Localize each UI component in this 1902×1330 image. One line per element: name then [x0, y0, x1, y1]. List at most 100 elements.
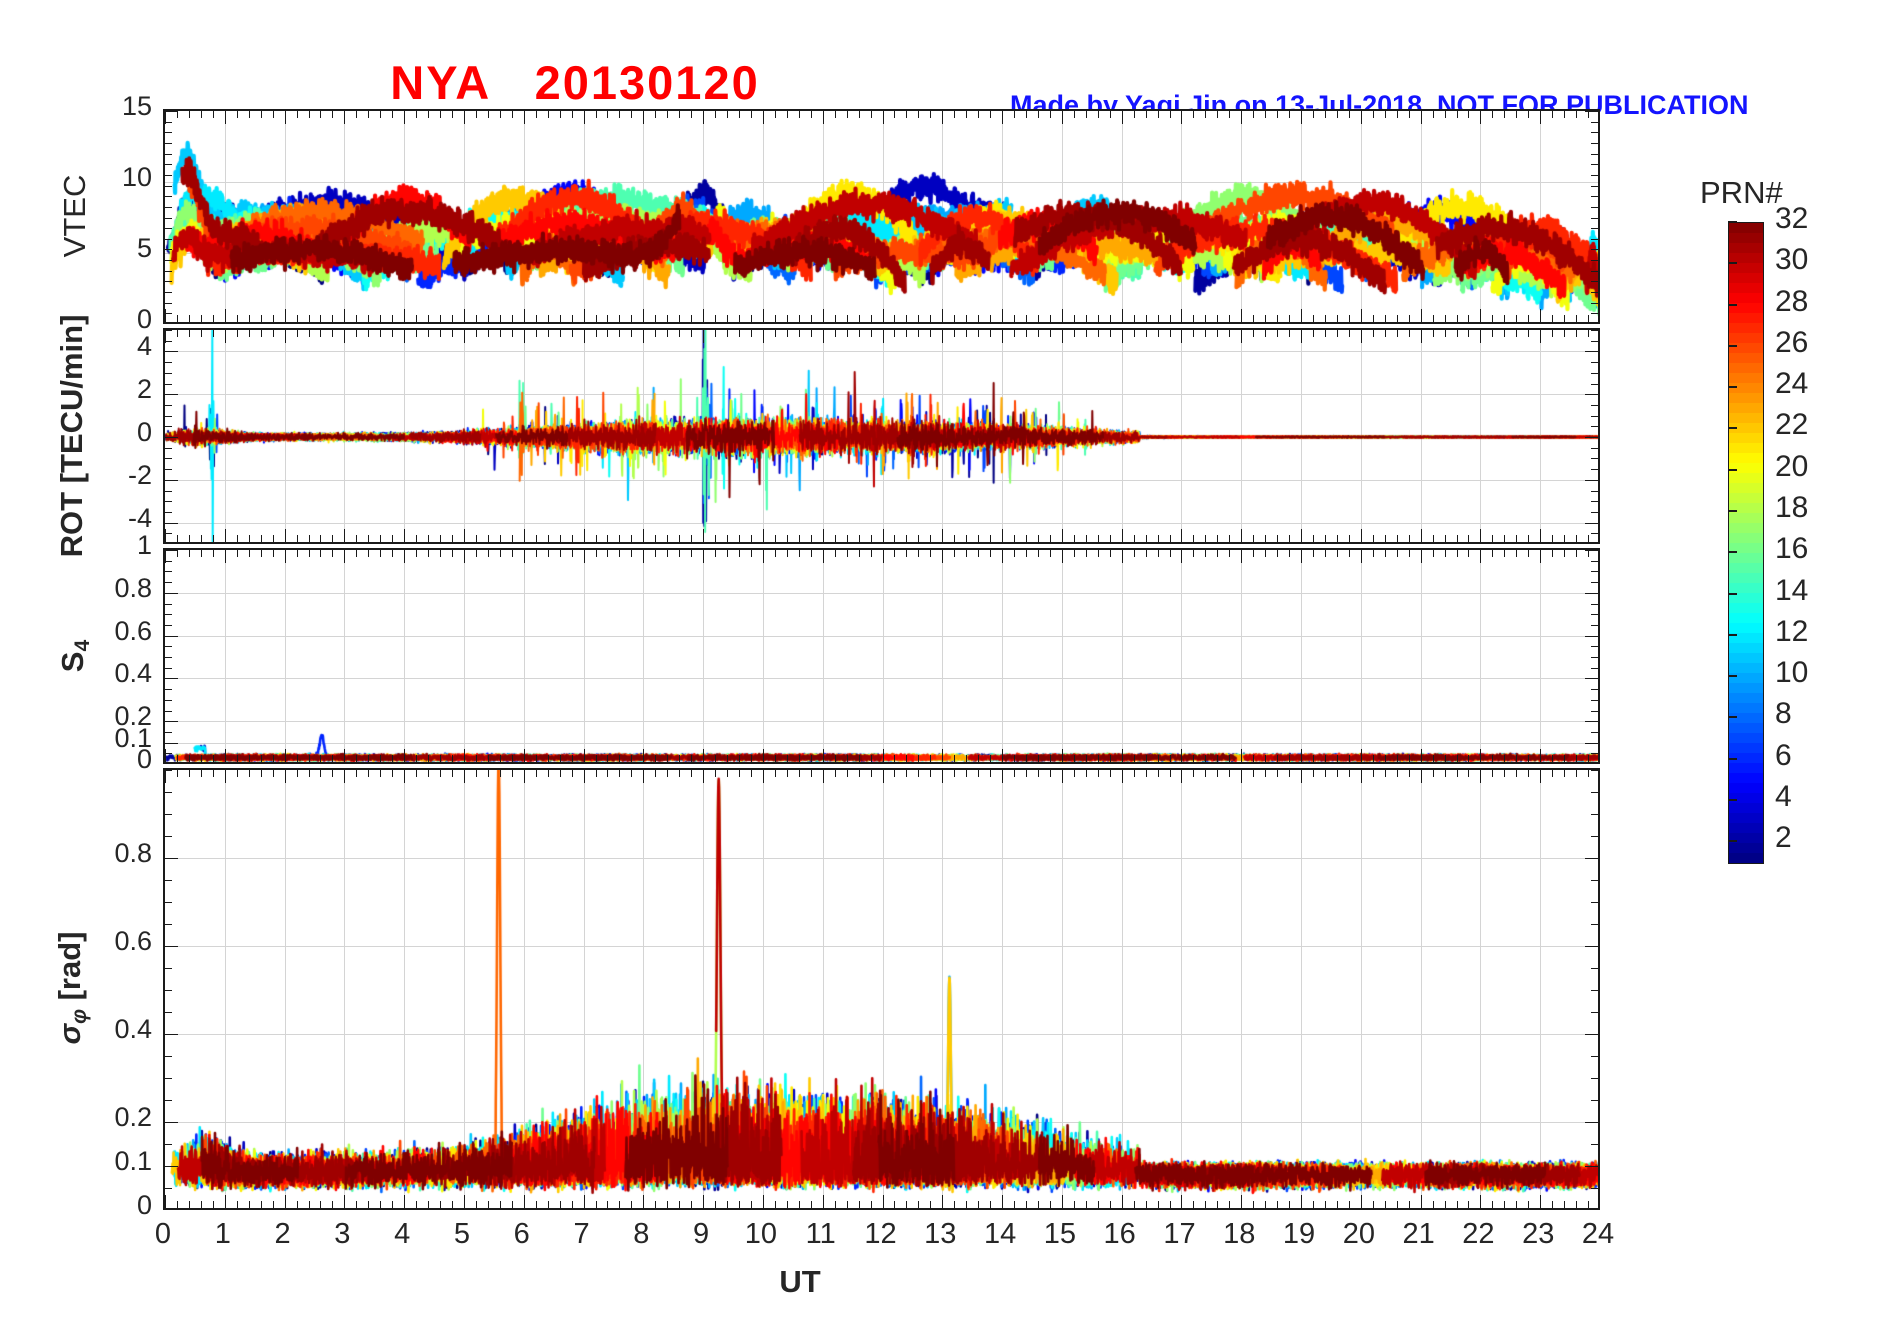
axis-tick-x — [308, 1201, 310, 1208]
axis-tick-x — [810, 330, 812, 337]
axis-tick-x — [1324, 1201, 1326, 1208]
axis-tick-x — [1480, 550, 1482, 563]
axis-tick-x — [1324, 770, 1326, 777]
axis-tick-x — [1516, 770, 1518, 777]
axis-tick-y — [165, 858, 178, 859]
axis-tick-x — [1049, 315, 1051, 322]
xtick-label: 4 — [394, 1218, 411, 1250]
axis-tick-x — [248, 770, 250, 777]
axis-tick-x — [1121, 1195, 1123, 1208]
axis-tick-y — [165, 292, 172, 294]
axis-tick-x — [607, 1201, 609, 1208]
axis-tick-x — [1301, 529, 1303, 542]
axis-tick-x — [1037, 111, 1039, 118]
axis-tick-x — [368, 770, 370, 777]
axis-tick-x — [1097, 755, 1099, 762]
axis-tick-y — [165, 814, 172, 815]
axis-tick-x — [1061, 770, 1063, 783]
axis-tick-x — [1037, 755, 1039, 762]
axis-tick-x — [463, 529, 465, 542]
axis-tick-y — [1591, 206, 1598, 208]
axis-tick-y — [165, 571, 172, 573]
axis-tick-x — [1073, 535, 1075, 542]
colorbar-tick-label: 20 — [1775, 449, 1809, 483]
colorbar-segment — [1729, 663, 1763, 674]
axis-tick-y — [165, 479, 178, 481]
axis-tick-x — [1109, 550, 1111, 557]
axis-tick-x — [165, 529, 166, 542]
axis-tick-x — [344, 1195, 346, 1208]
axis-tick-x — [260, 770, 262, 777]
axis-tick-x — [236, 111, 238, 118]
axis-tick-x — [631, 111, 633, 118]
axis-tick-x — [1026, 330, 1027, 337]
axis-tick-x — [619, 111, 621, 118]
axis-tick-x — [344, 111, 346, 124]
axis-tick-x — [284, 330, 286, 343]
axis-tick-x — [1372, 770, 1374, 777]
axis-tick-x — [703, 330, 705, 343]
xtick-label: 5 — [453, 1218, 471, 1250]
axis-tick-x — [1097, 535, 1099, 542]
axis-tick-x — [1229, 550, 1231, 557]
axis-tick-y — [165, 469, 172, 471]
ytick-label: 0.8 — [114, 838, 152, 868]
axis-tick-x — [703, 1195, 705, 1208]
axis-tick-x — [846, 330, 848, 337]
panel-s4 — [163, 548, 1600, 764]
axis-tick-y — [165, 111, 178, 112]
axis-tick-x — [1037, 550, 1039, 557]
axis-tick-y — [165, 447, 172, 449]
axis-tick-x — [1061, 529, 1063, 542]
axis-tick-x — [954, 535, 956, 542]
xtick-label: 19 — [1282, 1218, 1316, 1250]
xtick-label: 13 — [924, 1218, 957, 1250]
axis-tick-x — [1552, 111, 1554, 118]
axis-tick-x — [954, 315, 956, 322]
xtick-label: 11 — [805, 1218, 836, 1250]
axis-tick-x — [523, 330, 525, 343]
axis-tick-x — [1169, 330, 1171, 337]
axis-tick-y — [1591, 501, 1598, 503]
axis-tick-x — [332, 535, 334, 542]
axis-tick-x — [356, 755, 358, 762]
axis-tick-x — [380, 770, 382, 777]
axis-tick-x — [1002, 111, 1004, 124]
axis-tick-x — [1301, 111, 1303, 124]
colorbar — [1728, 222, 1764, 864]
axis-tick-x — [762, 550, 764, 563]
axis-tick-y — [165, 302, 172, 304]
axis-tick-x — [248, 550, 250, 557]
axis-tick-x — [428, 770, 430, 777]
axis-tick-x — [810, 755, 812, 762]
axis-tick-x — [511, 1201, 513, 1208]
axis-tick-y — [1591, 153, 1598, 155]
axis-tick-x — [1336, 1201, 1338, 1208]
axis-tick-x — [1181, 330, 1183, 343]
axis-tick-x — [774, 111, 776, 118]
axis-tick-x — [1253, 535, 1255, 542]
axis-tick-x — [870, 755, 872, 762]
axis-tick-x — [475, 330, 477, 337]
axis-tick-x — [1014, 330, 1016, 337]
axis-tick-y — [1591, 1012, 1598, 1013]
axis-tick-x — [750, 111, 752, 118]
axis-tick-x — [224, 749, 226, 762]
axis-tick-x — [930, 550, 932, 557]
axis-tick-x — [487, 1201, 489, 1208]
axis-tick-x — [1456, 315, 1458, 322]
colorbar-segment — [1729, 723, 1763, 734]
axis-tick-x — [475, 1201, 477, 1208]
axis-tick-x — [356, 111, 358, 118]
axis-tick-x — [272, 535, 274, 542]
axis-tick-x — [1576, 535, 1578, 542]
axis-tick-x — [942, 770, 944, 783]
axis-tick-x — [1396, 111, 1398, 118]
axis-tick-x — [284, 309, 286, 322]
axis-tick-x — [1324, 111, 1326, 118]
axis-tick-x — [1049, 111, 1051, 118]
axis-tick-x — [1444, 550, 1446, 557]
axis-tick-y — [165, 249, 172, 251]
axis-tick-x — [1205, 315, 1207, 322]
axis-tick-y — [165, 1100, 172, 1101]
